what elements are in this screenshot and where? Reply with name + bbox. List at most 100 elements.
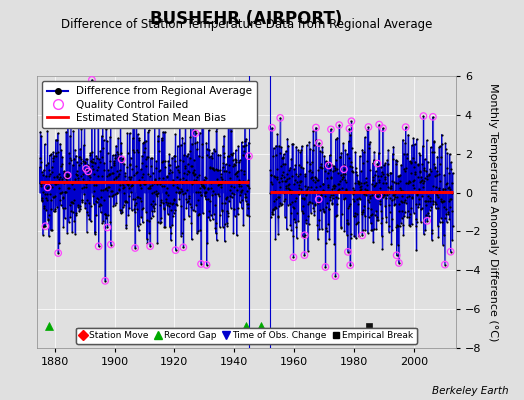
Point: [184, 192, 193, 199]
Point: [335, 122, 343, 128]
Point: [67, 112, 75, 119]
Point: [122, 178, 130, 184]
Point: [158, 137, 167, 143]
Point: [147, 190, 156, 196]
Point: [74, 124, 83, 130]
Point: [337, 184, 346, 191]
Point: [220, 168, 228, 174]
Point: [141, 137, 150, 144]
Point: [338, 211, 346, 217]
Point: [124, 180, 132, 187]
Point: [82, 184, 91, 191]
Point: [296, 178, 304, 184]
Point: [173, 167, 182, 173]
Point: [201, 189, 210, 196]
Point: [271, 174, 279, 180]
Point: [175, 196, 183, 202]
Point: [116, 207, 125, 213]
Point: [66, 155, 74, 162]
Point: [50, 174, 58, 180]
Point: [144, 185, 152, 191]
Point: [73, 204, 82, 210]
Point: [223, 213, 232, 219]
Point: [309, 177, 317, 184]
Point: [192, 174, 201, 180]
Point: [357, 183, 365, 189]
Point: [402, 155, 411, 162]
Point: [193, 189, 202, 196]
Point: [127, 182, 136, 188]
Point: [104, 172, 113, 178]
Point: [409, 154, 417, 161]
Point: [139, 205, 148, 211]
Point: [97, 186, 105, 193]
Point: [355, 179, 364, 186]
Point: [164, 158, 172, 164]
Point: [178, 230, 186, 236]
Point: [166, 224, 174, 230]
Point: [89, 192, 97, 199]
Point: [300, 252, 309, 258]
Point: [429, 183, 438, 190]
Point: [183, 187, 191, 194]
Point: [50, 192, 59, 199]
Point: [374, 173, 382, 180]
Point: [435, 171, 444, 178]
Point: [63, 172, 72, 178]
Point: [416, 169, 424, 175]
Point: [398, 198, 406, 205]
Point: [292, 194, 300, 201]
Point: [160, 183, 168, 189]
Point: [277, 175, 286, 181]
Point: [183, 171, 191, 177]
Point: [82, 166, 90, 172]
Point: [298, 233, 307, 240]
Point: [73, 172, 82, 178]
Point: [224, 102, 233, 109]
Point: [446, 248, 455, 255]
Point: [145, 230, 154, 236]
Point: [284, 181, 292, 188]
Point: [170, 196, 179, 203]
Point: [208, 154, 216, 161]
Point: [203, 240, 212, 246]
Point: [213, 167, 221, 173]
Point: [231, 159, 239, 166]
Point: [113, 168, 121, 175]
Point: [325, 236, 333, 243]
Point: [222, 168, 230, 174]
Point: [74, 202, 83, 208]
Point: [349, 185, 357, 191]
Point: [125, 204, 134, 211]
Point: [129, 172, 138, 178]
Point: [234, 177, 243, 183]
Point: [123, 130, 132, 136]
Point: [161, 188, 170, 195]
Point: [368, 180, 376, 187]
Point: [102, 215, 111, 221]
Point: [94, 243, 103, 250]
Point: [297, 147, 305, 153]
Point: [107, 164, 116, 170]
Point: [316, 148, 324, 154]
Point: [449, 170, 457, 176]
Point: [380, 162, 388, 168]
Point: [267, 179, 276, 185]
Point: [65, 150, 73, 157]
Point: [175, 169, 183, 176]
Point: [319, 206, 327, 213]
Point: [57, 190, 65, 196]
Point: [176, 176, 184, 182]
Point: [271, 188, 279, 194]
Point: [59, 195, 68, 201]
Point: [304, 200, 312, 207]
Point: [121, 173, 129, 179]
Point: [310, 207, 319, 214]
Point: [170, 153, 178, 160]
Point: [178, 180, 186, 186]
Point: [86, 150, 94, 157]
Point: [356, 153, 364, 159]
Point: [229, 229, 237, 236]
Point: [274, 231, 282, 238]
Point: [111, 152, 119, 158]
